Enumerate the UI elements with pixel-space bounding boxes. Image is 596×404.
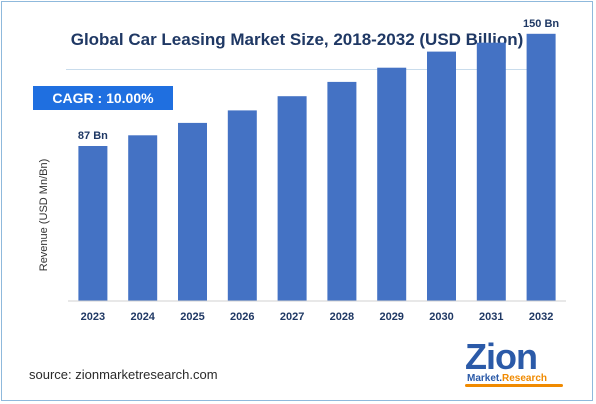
chart-title: Global Car Leasing Market Size, 2018-203… bbox=[70, 30, 524, 49]
x-tick-2025: 2025 bbox=[180, 311, 204, 323]
x-tick-labels-group: 2023 2024 2025 2026 2027 2028 2029 2030 2031 2032 bbox=[81, 311, 554, 323]
bar-2027 bbox=[277, 96, 307, 301]
logo-wordmark: Zion bbox=[465, 336, 538, 377]
bar-2030 bbox=[427, 51, 456, 301]
bar-2026 bbox=[227, 110, 257, 302]
x-tick-2028: 2028 bbox=[330, 311, 354, 323]
x-tick-2029: 2029 bbox=[379, 311, 403, 323]
x-tick-2024: 2024 bbox=[130, 311, 155, 323]
data-labels-group: 87 Bn 150 Bn bbox=[78, 18, 559, 142]
bar-2025 bbox=[178, 122, 207, 302]
bars-group bbox=[78, 33, 556, 302]
logo-sub-research: Research bbox=[502, 373, 548, 384]
logo-swoosh bbox=[465, 384, 563, 387]
x-tick-2032: 2032 bbox=[529, 311, 553, 323]
bar-2024 bbox=[128, 135, 158, 301]
zion-logo: Zion Market.Research bbox=[465, 336, 565, 390]
bar-2032 bbox=[526, 33, 556, 302]
bar-2023 bbox=[78, 146, 108, 301]
x-tick-2026: 2026 bbox=[230, 311, 254, 323]
data-label-2032: 150 Bn bbox=[523, 18, 559, 30]
data-label-2023: 87 Bn bbox=[78, 130, 108, 142]
logo-sub-market: Market. bbox=[467, 373, 503, 384]
bar-2028 bbox=[327, 81, 357, 302]
logo-subtitle: Market.Research bbox=[467, 373, 547, 384]
bar-2029 bbox=[377, 67, 407, 301]
x-tick-2023: 2023 bbox=[81, 311, 105, 323]
x-tick-2031: 2031 bbox=[479, 311, 503, 323]
source-text: source: zionmarketresearch.com bbox=[29, 367, 218, 382]
x-tick-2027: 2027 bbox=[280, 311, 304, 323]
cagr-badge: CAGR : 10.00% bbox=[33, 86, 173, 110]
title-divider bbox=[66, 69, 528, 70]
bar-2031 bbox=[476, 42, 506, 301]
x-tick-2030: 2030 bbox=[429, 311, 453, 323]
